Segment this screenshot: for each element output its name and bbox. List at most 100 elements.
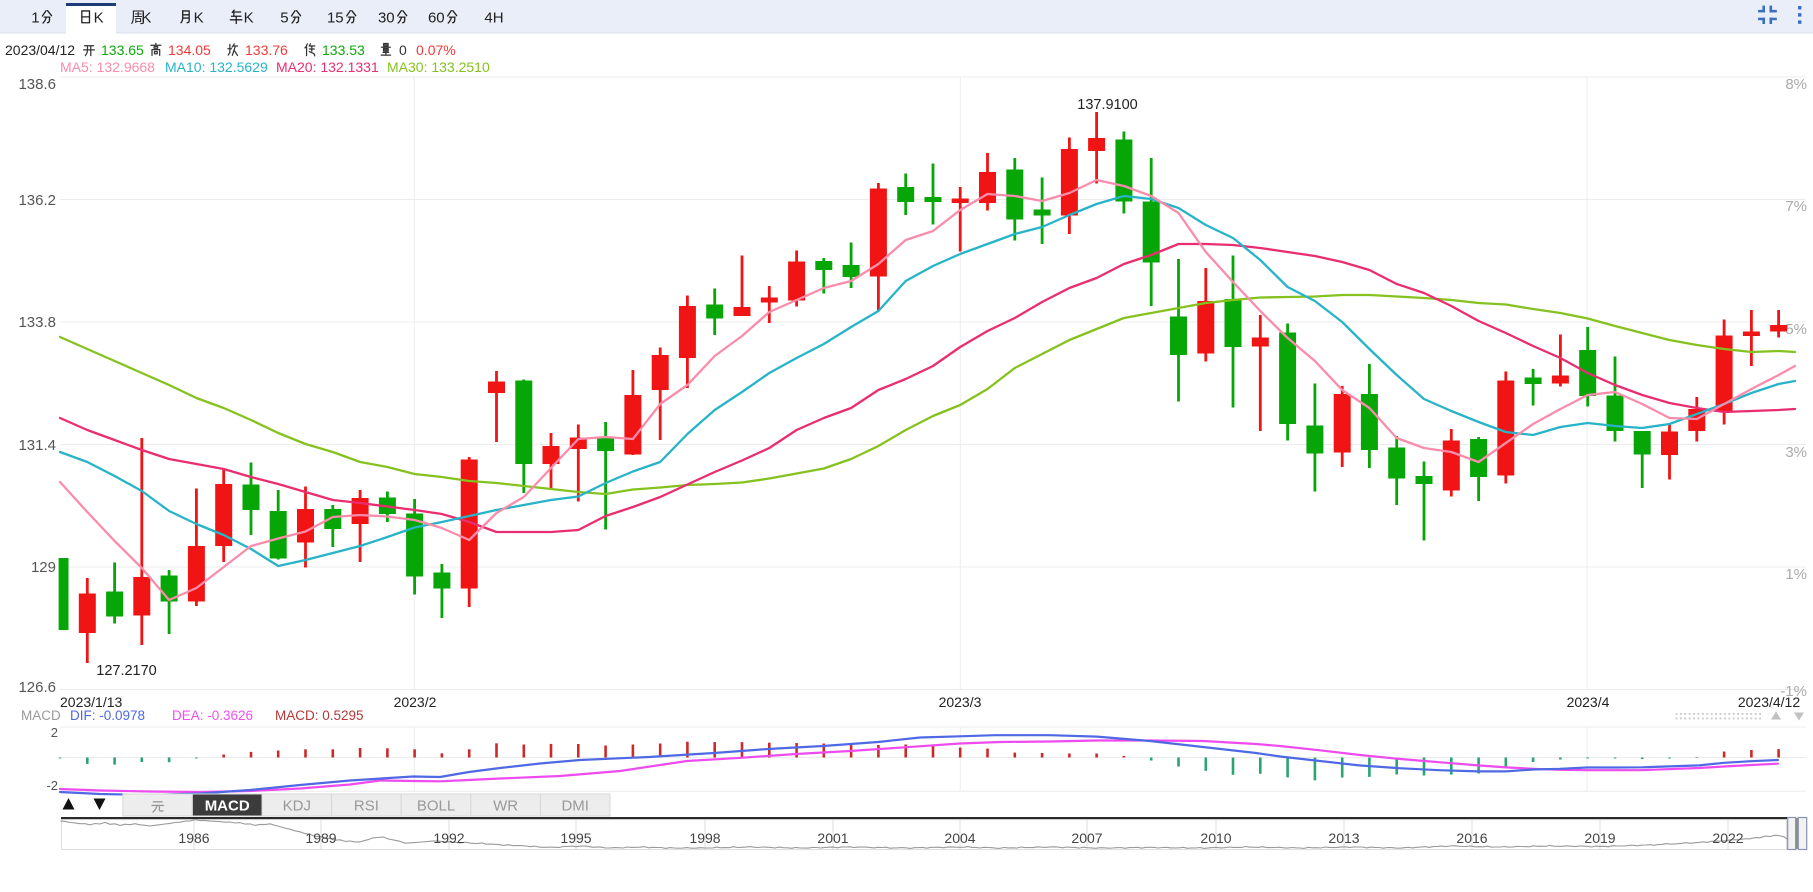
svg-text:2019: 2019	[1584, 830, 1615, 846]
svg-text:0: 0	[386, 10, 394, 27]
svg-text:MACD: MACD	[205, 798, 250, 815]
svg-text:.: .	[424, 42, 428, 58]
svg-text:%: %	[443, 42, 455, 58]
svg-text:0: 0	[40, 42, 48, 58]
svg-text:126.6: 126.6	[18, 679, 56, 696]
svg-text:0: 0	[428, 42, 436, 58]
svg-text:7: 7	[436, 42, 444, 58]
svg-text:.: .	[345, 42, 349, 58]
svg-text:/: /	[56, 42, 60, 58]
svg-text:2013: 2013	[1328, 830, 1359, 846]
svg-text:H: H	[493, 10, 504, 27]
svg-text:1: 1	[168, 42, 176, 58]
svg-text:2016: 2016	[1456, 830, 1487, 846]
svg-text:2004: 2004	[944, 830, 975, 846]
svg-text:.: .	[191, 42, 195, 58]
svg-text:1: 1	[60, 42, 68, 58]
svg-text:1%: 1%	[1785, 566, 1807, 583]
svg-text:WR: WR	[493, 798, 518, 815]
svg-text:2: 2	[5, 42, 13, 58]
svg-text:DMI: DMI	[561, 798, 589, 815]
svg-text:0: 0	[195, 42, 203, 58]
svg-text:3: 3	[338, 42, 346, 58]
svg-text:3: 3	[117, 42, 125, 58]
svg-text:7: 7	[272, 42, 280, 58]
svg-text:2: 2	[51, 725, 58, 740]
svg-text:1995: 1995	[560, 830, 591, 846]
svg-text:MA5: 132.9668: MA5: 132.9668	[60, 59, 155, 75]
svg-text:131.4: 131.4	[18, 437, 56, 454]
svg-text:1998: 1998	[689, 830, 720, 846]
svg-text:1: 1	[327, 10, 335, 27]
svg-text:MACD: MACD	[21, 708, 61, 723]
svg-text:3: 3	[176, 42, 184, 58]
svg-text:8%: 8%	[1785, 76, 1807, 93]
svg-text:0: 0	[13, 42, 21, 58]
svg-text:133.8: 133.8	[18, 314, 56, 331]
svg-text:K: K	[94, 10, 104, 27]
svg-text:DIF: -0.0978: DIF: -0.0978	[70, 708, 145, 723]
svg-text:127.2170: 127.2170	[96, 663, 156, 679]
svg-text:RSI: RSI	[354, 798, 379, 815]
svg-text:3: 3	[357, 42, 365, 58]
svg-text:4: 4	[184, 42, 192, 58]
svg-text:.: .	[268, 42, 272, 58]
svg-text:-1%: -1%	[1780, 683, 1807, 700]
svg-text:DEA: -0.3626: DEA: -0.3626	[172, 708, 253, 723]
svg-text:2022: 2022	[1712, 830, 1743, 846]
svg-text:2: 2	[67, 42, 75, 58]
svg-text:1: 1	[245, 42, 253, 58]
svg-text:1: 1	[322, 42, 330, 58]
svg-text:2023/1/13: 2023/1/13	[60, 694, 122, 710]
svg-text:7%: 7%	[1785, 198, 1807, 215]
svg-text:4: 4	[484, 10, 492, 27]
svg-text:138.6: 138.6	[18, 76, 56, 93]
svg-text:5: 5	[349, 42, 357, 58]
svg-text:2010: 2010	[1200, 830, 1231, 846]
svg-text:/: /	[36, 42, 40, 58]
svg-text:K: K	[194, 10, 204, 27]
svg-text:1: 1	[101, 42, 109, 58]
svg-text:5: 5	[280, 10, 288, 27]
svg-text:3: 3	[330, 42, 338, 58]
svg-text:137.9100: 137.9100	[1077, 97, 1137, 113]
svg-text:5: 5	[335, 10, 343, 27]
svg-text:.: .	[124, 42, 128, 58]
svg-text:3: 3	[109, 42, 117, 58]
svg-text:MA30: 133.2510: MA30: 133.2510	[387, 59, 490, 75]
svg-text:2: 2	[21, 42, 29, 58]
svg-text:3: 3	[28, 42, 36, 58]
svg-text:136.2: 136.2	[18, 192, 56, 209]
svg-text:2023/4: 2023/4	[1567, 694, 1610, 710]
svg-text:0: 0	[436, 10, 444, 27]
svg-text:2023/3: 2023/3	[939, 694, 982, 710]
svg-text:K: K	[141, 10, 151, 27]
svg-text:0: 0	[399, 42, 407, 58]
svg-text:KDJ: KDJ	[283, 798, 311, 815]
svg-text:K: K	[244, 10, 254, 27]
svg-text:MACD: 0.5295: MACD: 0.5295	[275, 708, 364, 723]
svg-text:1: 1	[31, 10, 39, 27]
svg-text:6: 6	[428, 10, 436, 27]
svg-text:1989: 1989	[305, 830, 336, 846]
svg-text:4: 4	[48, 42, 56, 58]
svg-text:BOLL: BOLL	[417, 798, 455, 815]
svg-text:2001: 2001	[817, 830, 848, 846]
svg-text:6: 6	[128, 42, 136, 58]
svg-text:5%: 5%	[1785, 321, 1807, 338]
svg-text:1986: 1986	[178, 830, 209, 846]
svg-text:MA10: 132.5629: MA10: 132.5629	[165, 59, 268, 75]
svg-text:0: 0	[416, 42, 424, 58]
svg-text:MA20: 132.1331: MA20: 132.1331	[276, 59, 379, 75]
svg-text:129: 129	[31, 559, 56, 576]
svg-text:-2: -2	[46, 778, 58, 793]
svg-text:2023/4/12: 2023/4/12	[1738, 694, 1800, 710]
svg-text:6: 6	[280, 42, 288, 58]
svg-text:3%: 3%	[1785, 444, 1807, 461]
svg-text:2007: 2007	[1071, 830, 1102, 846]
svg-text:3: 3	[253, 42, 261, 58]
svg-text:3: 3	[378, 10, 386, 27]
svg-text:2023/2: 2023/2	[394, 694, 437, 710]
svg-text:5: 5	[136, 42, 144, 58]
svg-text:周: 周	[131, 10, 146, 27]
